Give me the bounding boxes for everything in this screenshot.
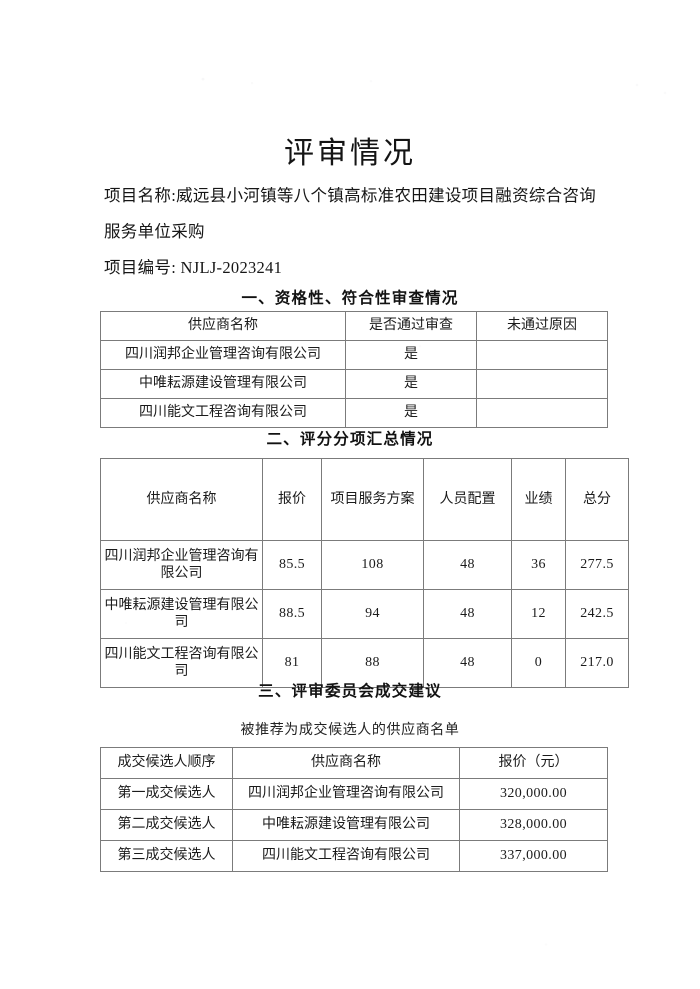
cell-supplier-name: 中唯耘源建设管理有限公司 — [232, 809, 460, 841]
cell-passed-review: 是 — [345, 369, 477, 399]
column-header-supplier-name: 供应商名称 — [232, 747, 460, 779]
cell-supplier-name: 四川润邦企业管理咨询有限公司 — [232, 778, 460, 810]
cell-passed-review: 是 — [345, 340, 477, 370]
section-3-heading: 三、评审委员会成交建议 — [258, 683, 442, 700]
column-header-supplier-name: 供应商名称 — [100, 311, 346, 341]
cell-service-plan-score: 94 — [321, 589, 424, 639]
table-row: 四川润邦企业管理咨询有限公司 85.5 108 48 36 277.5 — [100, 540, 629, 590]
project-name-line-1: 项目名称:威远县小河镇等八个镇高标准农田建设项目融资综合咨询 — [104, 186, 597, 205]
cell-supplier-name: 四川能文工程咨询有限公司 — [232, 840, 460, 872]
cell-total-score: 277.5 — [565, 540, 629, 590]
section-2-heading: 二、评分分项汇总情况 — [266, 431, 434, 448]
cell-supplier-name: 四川润邦企业管理咨询有限公司 — [100, 340, 346, 370]
cell-candidate-rank: 第三成交候选人 — [100, 840, 233, 872]
cell-failure-reason — [476, 398, 608, 428]
table-header-row: 供应商名称 是否通过审查 未通过原因 — [100, 311, 608, 341]
project-name-line-2: 服务单位采购 — [104, 222, 205, 241]
cell-bid-price: 337,000.00 — [459, 840, 608, 872]
column-header-failure-reason: 未通过原因 — [476, 311, 608, 341]
table-header-row: 供应商名称 报价 项目服务方案 人员配置 业绩 总分 — [100, 458, 629, 541]
table-row: 中唯耘源建设管理有限公司 88.5 94 48 12 242.5 — [100, 589, 629, 639]
table-row: 第一成交候选人 四川润邦企业管理咨询有限公司 320,000.00 — [100, 778, 608, 810]
table-row: 第三成交候选人 四川能文工程咨询有限公司 337,000.00 — [100, 840, 608, 872]
cell-bid-score: 81 — [262, 638, 322, 688]
cell-bid-score: 85.5 — [262, 540, 322, 590]
cell-supplier-name: 中唯耘源建设管理有限公司 — [100, 589, 263, 639]
table-row: 第二成交候选人 中唯耘源建设管理有限公司 328,000.00 — [100, 809, 608, 841]
cell-failure-reason — [476, 369, 608, 399]
cell-staff-score: 48 — [423, 540, 512, 590]
cell-staff-score: 48 — [423, 589, 512, 639]
page-title: 评审情况 — [284, 137, 416, 170]
cell-total-score: 242.5 — [565, 589, 629, 639]
cell-passed-review: 是 — [345, 398, 477, 428]
cell-supplier-name: 四川能文工程咨询有限公司 — [100, 638, 263, 688]
cell-bid-price: 320,000.00 — [459, 778, 608, 810]
cell-bid-price: 328,000.00 — [459, 809, 608, 841]
table-row: 四川能文工程咨询有限公司 是 — [100, 398, 608, 428]
cell-bid-score: 88.5 — [262, 589, 322, 639]
column-header-bid-price-yuan: 报价（元） — [459, 747, 608, 779]
table-row: 四川润邦企业管理咨询有限公司 是 — [100, 340, 608, 370]
table-row: 中唯耘源建设管理有限公司 是 — [100, 369, 608, 399]
column-header-performance: 业绩 — [511, 458, 566, 541]
column-header-total-score: 总分 — [565, 458, 629, 541]
cell-supplier-name: 中唯耘源建设管理有限公司 — [100, 369, 346, 399]
cell-candidate-rank: 第一成交候选人 — [100, 778, 233, 810]
cell-supplier-name: 四川润邦企业管理咨询有限公司 — [100, 540, 263, 590]
cell-service-plan-score: 88 — [321, 638, 424, 688]
table-header-row: 成交候选人顺序 供应商名称 报价（元） — [100, 747, 608, 779]
cell-total-score: 217.0 — [565, 638, 629, 688]
project-number: 项目编号: NJLJ-2023241 — [104, 258, 283, 277]
cell-service-plan-score: 108 — [321, 540, 424, 590]
award-candidates-table: 成交候选人顺序 供应商名称 报价（元） 第一成交候选人 四川润邦企业管理咨询有限… — [100, 747, 608, 872]
column-header-bid-price: 报价 — [262, 458, 322, 541]
cell-candidate-rank: 第二成交候选人 — [100, 809, 233, 841]
table-row: 四川能文工程咨询有限公司 81 88 48 0 217.0 — [100, 638, 629, 688]
cell-supplier-name: 四川能文工程咨询有限公司 — [100, 398, 346, 428]
cell-performance-score: 36 — [511, 540, 566, 590]
column-header-passed-review: 是否通过审查 — [345, 311, 477, 341]
qualification-review-table: 供应商名称 是否通过审查 未通过原因 四川润邦企业管理咨询有限公司 是 中唯耘源… — [100, 311, 608, 428]
column-header-supplier-name: 供应商名称 — [100, 458, 263, 541]
cell-failure-reason — [476, 340, 608, 370]
cell-performance-score: 12 — [511, 589, 566, 639]
column-header-service-plan: 项目服务方案 — [321, 458, 424, 541]
column-header-staff-allocation: 人员配置 — [423, 458, 512, 541]
column-header-candidate-rank: 成交候选人顺序 — [100, 747, 233, 779]
candidate-list-note: 被推荐为成交候选人的供应商名单 — [240, 723, 460, 738]
section-1-heading: 一、资格性、符合性审查情况 — [241, 290, 459, 307]
score-summary-table: 供应商名称 报价 项目服务方案 人员配置 业绩 总分 四川润邦企业管理咨询有限公… — [100, 458, 629, 688]
